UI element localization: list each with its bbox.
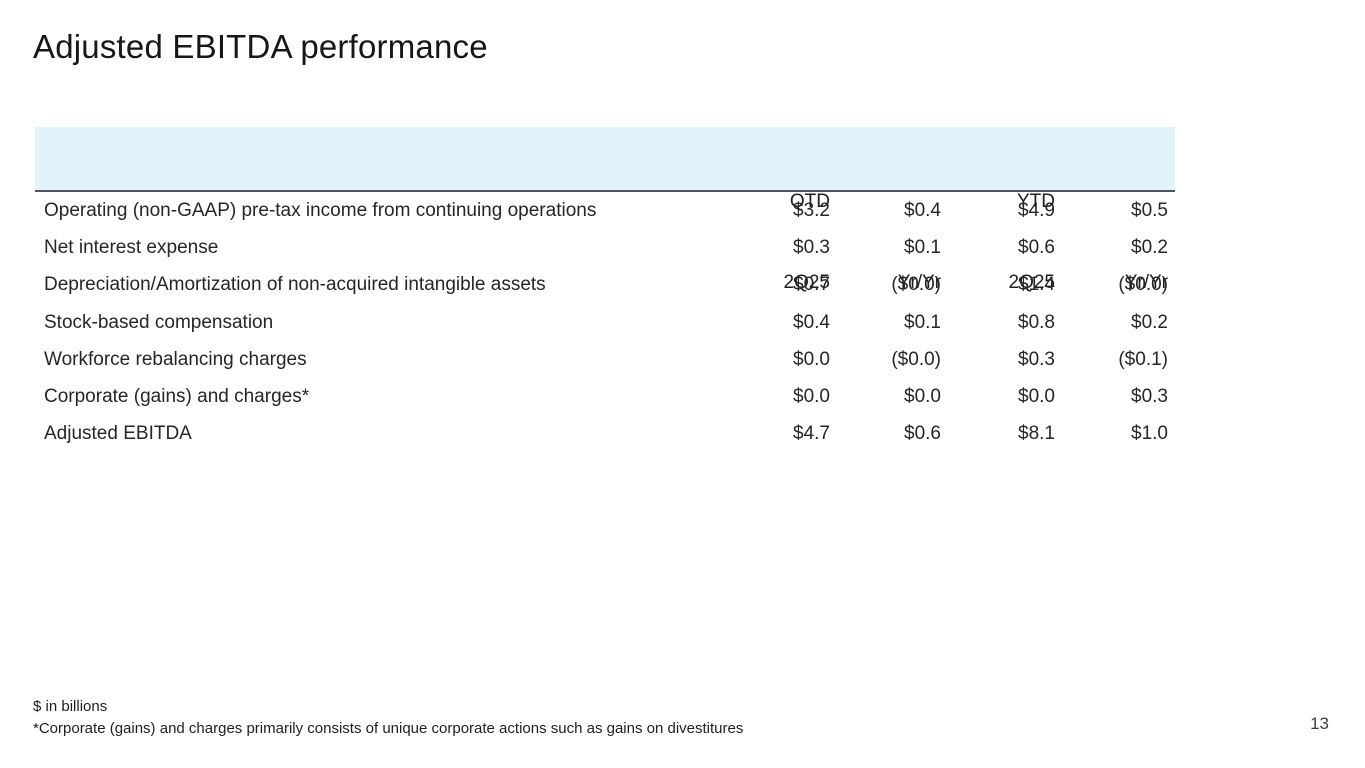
column-header-ytd-yryr: Yr/Yr (1055, 134, 1168, 350)
cell-qtd-yryr: $0.1 (904, 236, 941, 258)
cell-qtd-2q25: $0.0 (793, 386, 830, 408)
cell-qtd-2q25: $3.2 (793, 199, 830, 221)
column-group-ytd: YTD (1017, 191, 1055, 212)
cell-qtd-yryr: $0.0 (904, 386, 941, 408)
footnote-corporate-gains: *Corporate (gains) and charges primarily… (33, 719, 744, 737)
cell-qtd-2q25: $0.4 (793, 311, 830, 333)
column-group-qtd: QTD (789, 191, 830, 212)
table-row-depreciation-amortization: Depreciation/Amortization of non-acquire… (35, 267, 1175, 304)
cell-qtd-2q25: $0.3 (793, 236, 830, 258)
cell-ytd-yryr: $0.3 (1131, 386, 1168, 408)
row-label: Net interest expense (44, 236, 219, 258)
cell-qtd-yryr: ($0.0) (891, 274, 941, 296)
cell-ytd-2q25: $0.8 (1018, 311, 1055, 333)
row-label: Stock-based compensation (44, 311, 274, 333)
cell-ytd-2q25: $8.1 (1018, 423, 1055, 445)
cell-qtd-2q25: $4.7 (793, 423, 830, 445)
row-label: Depreciation/Amortization of non-acquire… (44, 274, 546, 296)
row-label: Adjusted EBITDA (44, 423, 192, 445)
column-header-qtd-2q25: QTD 2Q25 (717, 134, 830, 350)
cell-qtd-2q25: $0.0 (793, 348, 830, 370)
cell-qtd-yryr: $0.1 (904, 311, 941, 333)
table-row-net-interest-expense: Net interest expense $0.3 $0.1 $0.6 $0.2 (35, 229, 1175, 266)
cell-ytd-yryr: $0.2 (1131, 311, 1168, 333)
column-header-ytd-2q25: YTD 2Q25 (941, 134, 1055, 350)
footnote-units: $ in billions (33, 698, 108, 715)
cell-ytd-2q25: $0.6 (1018, 236, 1055, 258)
cell-ytd-2q25: $4.9 (1018, 199, 1055, 221)
cell-ytd-yryr: ($0.1) (1118, 348, 1168, 370)
cell-qtd-yryr: ($0.0) (891, 348, 941, 370)
cell-qtd-yryr: $0.6 (904, 423, 941, 445)
row-label: Operating (non-GAAP) pre-tax income from… (44, 199, 597, 221)
table-row-operating-pretax-income: Operating (non-GAAP) pre-tax income from… (35, 192, 1175, 229)
column-sub-ytd-2q25: 2Q25 (1008, 272, 1055, 293)
footnotes: $ in billions *Corporate (gains) and cha… (33, 696, 743, 739)
page-number: 13 (1310, 714, 1329, 733)
cell-qtd-2q25: $0.7 (793, 274, 830, 296)
cell-ytd-2q25: $0.0 (1018, 386, 1055, 408)
table-row-workforce-rebalancing: Workforce rebalancing charges $0.0 ($0.0… (35, 341, 1175, 378)
row-label: Workforce rebalancing charges (44, 348, 307, 370)
column-header-qtd-yryr: Yr/Yr (830, 134, 941, 350)
row-label: Corporate (gains) and charges* (44, 386, 310, 408)
cell-ytd-2q25: $0.3 (1018, 348, 1055, 370)
cell-ytd-yryr: $0.5 (1131, 199, 1168, 221)
table-header-row: QTD 2Q25 Yr/Yr YTD 2Q25 Yr/Yr (35, 127, 1175, 293)
cell-ytd-yryr: $1.0 (1131, 423, 1168, 445)
table-row-stock-based-compensation: Stock-based compensation $0.4 $0.1 $0.8 … (35, 304, 1175, 341)
table-body: Operating (non-GAAP) pre-tax income from… (35, 192, 1175, 453)
cell-ytd-yryr: ($0.0) (1118, 274, 1168, 296)
column-sub-qtd-yryr: Yr/Yr (897, 272, 941, 293)
cell-qtd-yryr: $0.4 (904, 199, 941, 221)
page-title: Adjusted EBITDA performance (33, 28, 488, 65)
cell-ytd-2q25: $1.4 (1018, 274, 1055, 296)
table-row-adjusted-ebitda: Adjusted EBITDA $4.7 $0.6 $8.1 $1.0 (35, 416, 1175, 453)
column-sub-qtd-2q25: 2Q25 (783, 272, 830, 293)
cell-ytd-yryr: $0.2 (1131, 236, 1168, 258)
financial-table: QTD 2Q25 Yr/Yr YTD 2Q25 Yr/Yr Operating … (35, 127, 1175, 453)
column-sub-ytd-yryr: Yr/Yr (1124, 272, 1168, 293)
table-row-corporate-gains-charges: Corporate (gains) and charges* $0.0 $0.0… (35, 378, 1175, 415)
